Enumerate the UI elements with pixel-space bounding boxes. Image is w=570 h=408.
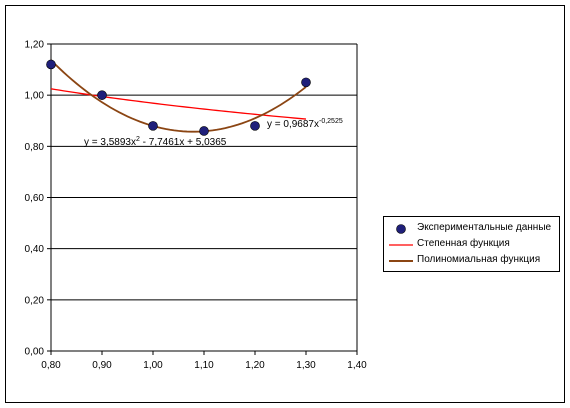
y-tick-label: 0,20 [25,295,45,306]
data-point [46,59,56,70]
x-tick-label: 1,10 [194,360,214,371]
x-tick-label: 1,00 [143,360,163,371]
y-tick-label: 0,80 [25,142,45,153]
y-tick-label: 0,00 [25,347,45,358]
x-tick-label: 1,30 [296,360,316,371]
y-tick-label: 0,40 [25,244,45,255]
legend-item-experimental: Экспериментальные данные [384,221,559,237]
legend-marker-experimental [396,224,406,234]
legend-label-experimental: Экспериментальные данные [417,222,552,233]
x-tick-label: 1,20 [245,360,265,371]
legend-item-polynomial: Полиномиальная функция [384,253,559,269]
data-point [199,126,209,136]
y-tick-label: 0,60 [25,193,45,204]
legend-line-power [389,244,413,246]
data-point [148,121,158,131]
y-tick-label: 1,00 [25,91,45,102]
chart-legend: Экспериментальные данные Степенная функц… [383,216,560,272]
legend-label-power: Степенная функция [417,238,510,249]
equation-label-power: y = 0,9687x-0,2525 [267,118,343,130]
legend-label-polynomial: Полиномиальная функция [417,254,541,265]
legend-item-power: Степенная функция [384,237,559,253]
data-point [301,77,311,88]
equation-label-poly: y = 3,5893x2 - 7,7461x + 5,0365 [84,136,227,148]
y-tick-label: 1,20 [25,40,45,51]
chart-area [5,5,565,403]
x-tick-label: 0,90 [92,360,112,371]
data-point [97,90,107,100]
legend-line-polynomial [389,260,413,262]
x-tick-label: 0,80 [41,360,61,371]
polynomial-trendline [50,59,307,133]
data-point [250,121,260,131]
x-tick-label: 1,40 [347,360,367,371]
